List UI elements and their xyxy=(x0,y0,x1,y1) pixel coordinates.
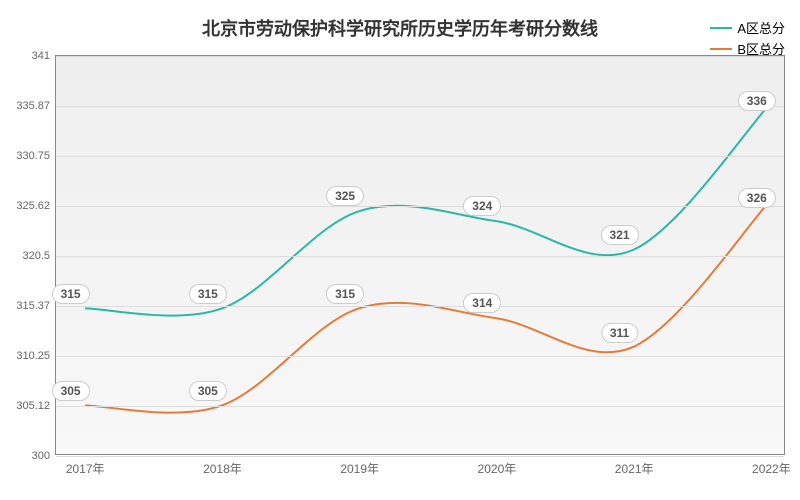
legend-swatch-b xyxy=(710,48,732,50)
data-label: 315 xyxy=(189,284,227,304)
series-line xyxy=(85,105,769,316)
y-tick-label: 315.37 xyxy=(16,300,50,312)
grid-line xyxy=(56,306,784,307)
x-tick-label: 2019年 xyxy=(340,460,379,477)
line-svg xyxy=(56,56,784,454)
chart-title: 北京市劳动保护科学研究所历史学历年考研分数线 xyxy=(202,15,598,41)
y-tick-label: 320.5 xyxy=(22,250,50,262)
x-tick-label: 2020年 xyxy=(478,460,517,477)
legend-swatch-a xyxy=(710,27,732,29)
y-tick-label: 330.75 xyxy=(16,150,50,162)
legend-label-a: A区总分 xyxy=(737,18,785,37)
data-label: 315 xyxy=(52,284,90,304)
data-label: 325 xyxy=(326,186,364,206)
grid-line xyxy=(56,456,784,457)
data-label: 305 xyxy=(189,381,227,401)
y-tick-label: 310.25 xyxy=(16,350,50,362)
grid-line xyxy=(56,206,784,207)
data-label: 305 xyxy=(52,381,90,401)
data-label: 326 xyxy=(738,188,776,208)
data-label: 315 xyxy=(326,284,364,304)
legend-item-a: A区总分 xyxy=(710,18,785,37)
x-tick-label: 2022年 xyxy=(752,460,791,477)
data-label: 336 xyxy=(738,91,776,111)
grid-line xyxy=(56,56,784,57)
chart-container: 北京市劳动保护科学研究所历史学历年考研分数线 A区总分 B区总分 300305.… xyxy=(0,0,800,500)
x-tick-label: 2017年 xyxy=(66,460,105,477)
y-tick-label: 335.87 xyxy=(16,100,50,112)
grid-line xyxy=(56,406,784,407)
data-label: 321 xyxy=(601,225,639,245)
grid-line xyxy=(56,256,784,257)
data-label: 314 xyxy=(463,293,501,313)
grid-line xyxy=(56,156,784,157)
data-label: 311 xyxy=(601,323,638,343)
y-tick-label: 325.62 xyxy=(16,200,50,212)
series-line xyxy=(85,202,769,413)
data-label: 324 xyxy=(463,196,501,216)
y-tick-label: 305.12 xyxy=(16,400,50,412)
x-tick-label: 2021年 xyxy=(615,460,654,477)
y-tick-label: 300 xyxy=(32,450,50,462)
y-tick-label: 341 xyxy=(32,50,50,62)
plot-area: 300305.12310.25315.37320.5325.62330.7533… xyxy=(55,55,785,455)
grid-line xyxy=(56,106,784,107)
legend: A区总分 B区总分 xyxy=(710,18,785,60)
x-tick-label: 2018年 xyxy=(203,460,242,477)
grid-line xyxy=(56,356,784,357)
